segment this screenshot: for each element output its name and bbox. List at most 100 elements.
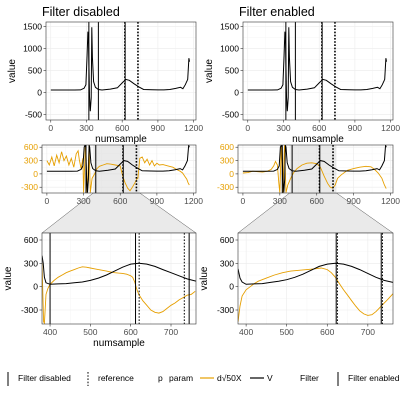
legend-item-filter-enabled: Filter enabled <box>337 372 400 386</box>
y-tick-label: 600 <box>220 142 234 152</box>
panel-frame <box>242 21 394 121</box>
y-tick-label: 0 <box>33 169 38 179</box>
y-tick-label: 300 <box>24 258 38 268</box>
panel-plot-area <box>238 233 393 324</box>
legend-label: Filter <box>300 373 319 383</box>
zoom-region-shade <box>93 145 140 193</box>
x-tick-label: 900 <box>150 196 164 206</box>
y-tick-label: 300 <box>220 258 234 268</box>
series-line-d <box>42 263 196 324</box>
y-tick-label: 1000 <box>220 43 239 53</box>
x-tick-label: 600 <box>113 196 127 206</box>
y-tick-label: 0 <box>234 88 239 98</box>
series-line-d <box>46 145 190 193</box>
legend-label: p <box>158 373 163 383</box>
x-tick-label: 300 <box>273 196 287 206</box>
panel-plot-area <box>46 145 190 193</box>
x-axis-title: numsample <box>95 134 147 145</box>
panel-frame <box>237 144 394 194</box>
x-tick-label: 600 <box>312 123 326 133</box>
legend-label: param <box>169 373 193 383</box>
y-axis-title: value <box>204 59 215 83</box>
panel-background <box>238 233 393 324</box>
y-axis-title: value <box>199 266 210 290</box>
legend-label: Filter disabled <box>18 373 71 383</box>
x-tick-label: 1200 <box>381 123 400 133</box>
y-tick-label: -300 <box>21 182 38 192</box>
x-tick-label: 700 <box>361 327 375 337</box>
y-tick-label: -500 <box>25 110 42 120</box>
x-tick-label: 400 <box>239 327 253 337</box>
y-tick-label: 300 <box>220 156 234 166</box>
series-line-v <box>42 255 196 285</box>
panel-frame <box>41 144 197 194</box>
x-tick-label: 600 <box>320 327 334 337</box>
y-tick-label: 1000 <box>23 43 42 53</box>
x-tick-label: 0 <box>45 196 50 206</box>
x-tick-label: 600 <box>310 196 324 206</box>
series-line-v <box>242 145 387 193</box>
x-tick-label: 700 <box>164 327 178 337</box>
legend-item-reference: reference <box>87 372 134 386</box>
y-tick-label: -300 <box>217 305 234 315</box>
x-axis-title: numsample <box>292 134 344 145</box>
series-line-v <box>247 27 387 112</box>
x-tick-label: 1200 <box>184 123 203 133</box>
y-tick-label: 500 <box>28 66 42 76</box>
x-tick-label: 1200 <box>381 196 400 206</box>
x-axis-title: numsample <box>93 338 145 349</box>
series-line-v <box>46 145 190 193</box>
panel-plot-area <box>42 233 196 324</box>
legend-item-param-p: p <box>158 373 163 383</box>
series-line-v <box>50 27 190 112</box>
y-tick-label: -300 <box>217 182 234 192</box>
panel-title: Filter enabled <box>239 5 315 19</box>
x-tick-label: 600 <box>124 327 138 337</box>
panel-plot-area <box>247 22 387 120</box>
y-tick-label: 1500 <box>220 21 239 31</box>
y-tick-label: 0 <box>229 169 234 179</box>
panel-bottom-right: 400 500 600 700 -300 0 300 600 value <box>199 232 394 337</box>
panel-title: Filter disabled <box>42 5 120 19</box>
x-tick-label: 300 <box>79 123 93 133</box>
legend-item-filter-disabled: Filter disabled <box>7 372 71 386</box>
x-tick-label: 0 <box>48 123 53 133</box>
panel-background <box>42 233 196 324</box>
legend-label: reference <box>98 373 134 383</box>
panel-mid-left: 0 300 600 900 1200 -300 0 300 600 <box>21 142 203 206</box>
zoom-connectors <box>41 192 394 234</box>
y-tick-label: -300 <box>21 305 38 315</box>
x-tick-label: 500 <box>280 327 294 337</box>
y-tick-label: 1500 <box>23 21 42 31</box>
y-tick-label: 300 <box>24 156 38 166</box>
legend-item-param-d: d√50X <box>200 373 242 383</box>
series-line-v <box>238 262 393 285</box>
y-tick-label: 0 <box>33 282 38 292</box>
panel-plot-area <box>242 145 387 193</box>
panel-mid-right: 0 300 600 900 1200 -300 0 300 600 <box>217 142 400 206</box>
x-tick-label: 300 <box>76 196 90 206</box>
x-tick-label: 900 <box>151 123 165 133</box>
x-tick-label: 600 <box>115 123 129 133</box>
legend-item-param-title: param <box>169 373 193 383</box>
legend-item-filter-title: Filter <box>300 373 319 383</box>
panel-frame <box>45 21 197 121</box>
legend-label: V <box>267 373 273 383</box>
y-tick-label: 500 <box>225 66 239 76</box>
x-tick-label: 900 <box>348 123 362 133</box>
y-tick-label: 0 <box>37 88 42 98</box>
legend-label: d√50X <box>217 373 242 383</box>
y-tick-label: 600 <box>220 235 234 245</box>
y-tick-label: 0 <box>229 282 234 292</box>
y-tick-label: -500 <box>222 110 239 120</box>
x-tick-label: 400 <box>43 327 57 337</box>
x-tick-label: 0 <box>241 196 246 206</box>
x-tick-label: 300 <box>276 123 290 133</box>
panel-plot-area <box>50 22 190 120</box>
x-tick-label: 500 <box>83 327 97 337</box>
